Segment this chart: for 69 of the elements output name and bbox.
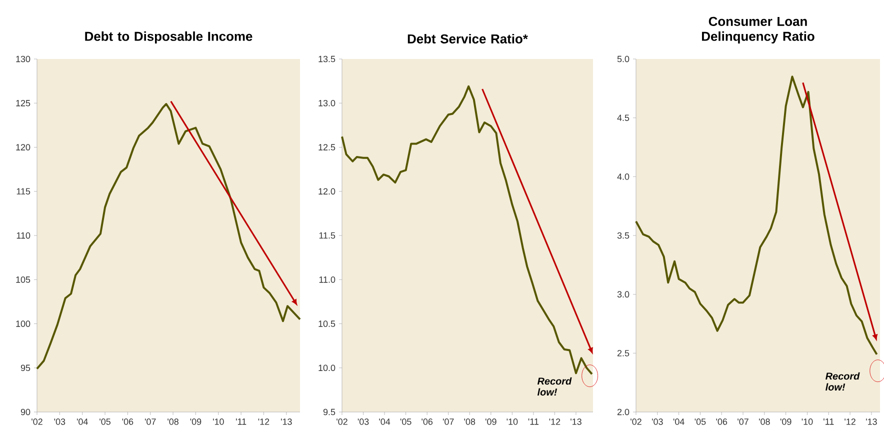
x-tick-label: '08 [168,418,178,425]
x-tick-label: '11 [236,418,246,425]
x-tick-label: '12 [844,418,856,425]
x-tick-label: '12 [549,418,560,425]
x-tick-label: '08 [464,418,476,425]
y-tick-label: 10.5 [318,320,336,327]
chart-title: Consumer Loan Delinquency Ratio [702,16,814,44]
y-tick-label: 105 [16,276,30,283]
y-tick-label: 4.5 [617,114,630,121]
x-tick-label: '10 [802,418,813,425]
line-series [635,76,878,356]
x-tick-label: '13 [281,418,292,425]
x-tick-label: '06 [122,418,134,425]
y-tick-label: 110 [16,232,30,239]
x-tick-label: '04 [673,418,684,425]
y-tick-label: 95 [20,364,30,372]
x-tick-label: '02 [630,418,642,425]
y-tick-label: 120 [16,144,30,150]
x-tick-label: '03 [652,418,663,425]
y-tick-label: 4.0 [617,173,630,180]
x-tick-label: '13 [866,418,877,425]
chart-title: Debt Service Ratio* [408,34,528,44]
x-tick-label: '06 [422,418,433,425]
annotation: Record low! [826,372,860,391]
x-tick-label: '02 [336,418,348,425]
x-tick-label: '08 [759,418,770,425]
x-tick-label: '13 [570,418,582,425]
y-tick-label: 12.0 [318,188,336,195]
y-tick-label: 10.0 [318,364,336,372]
x-tick-label: '11 [528,418,539,425]
x-tick-label: '04 [76,418,88,425]
y-tick-label: 130 [16,56,30,62]
x-tick-label: '09 [486,418,496,425]
line-series [341,85,593,376]
y-tick-label: 90 [20,408,30,416]
y-tick-label: 125 [16,100,30,106]
x-tick-label: '05 [100,418,110,425]
annotation: Record low! [537,377,572,396]
y-tick-label: 9.5 [323,408,336,416]
x-tick-label: '07 [442,418,454,425]
y-tick-label: 12.5 [318,144,336,150]
y-tick-label: 2.0 [617,408,630,416]
x-tick-label: '03 [54,418,66,425]
x-tick-label: '05 [400,418,412,425]
x-tick-label: '09 [780,418,792,425]
x-tick-label: '04 [379,418,390,425]
y-tick-label: 11.0 [319,276,336,283]
x-tick-label: '07 [144,418,156,425]
x-tick-label: '02 [32,418,42,425]
y-tick-label: 3.5 [617,232,630,239]
y-tick-label: 11.5 [319,232,336,239]
y-tick-label: 5.0 [617,56,630,62]
x-tick-label: '10 [506,418,518,425]
x-tick-label: '05 [694,418,706,425]
x-tick-label: '06 [716,418,728,425]
x-tick-label: '12 [258,418,270,425]
y-tick-label: 13.0 [318,100,336,106]
x-tick-label: '10 [212,418,224,425]
y-tick-label: 115 [16,188,30,195]
x-tick-label: '11 [824,418,834,425]
line-series [36,103,302,370]
y-tick-label: 2.5 [617,350,630,356]
x-tick-label: '09 [190,418,202,425]
x-tick-label: '07 [738,418,748,425]
y-tick-label: 3.0 [617,291,630,298]
y-tick-label: 100 [16,320,30,327]
x-tick-label: '03 [358,418,369,425]
chart-title: Debt to Disposable Income [85,31,252,44]
y-tick-label: 13.5 [318,56,336,62]
